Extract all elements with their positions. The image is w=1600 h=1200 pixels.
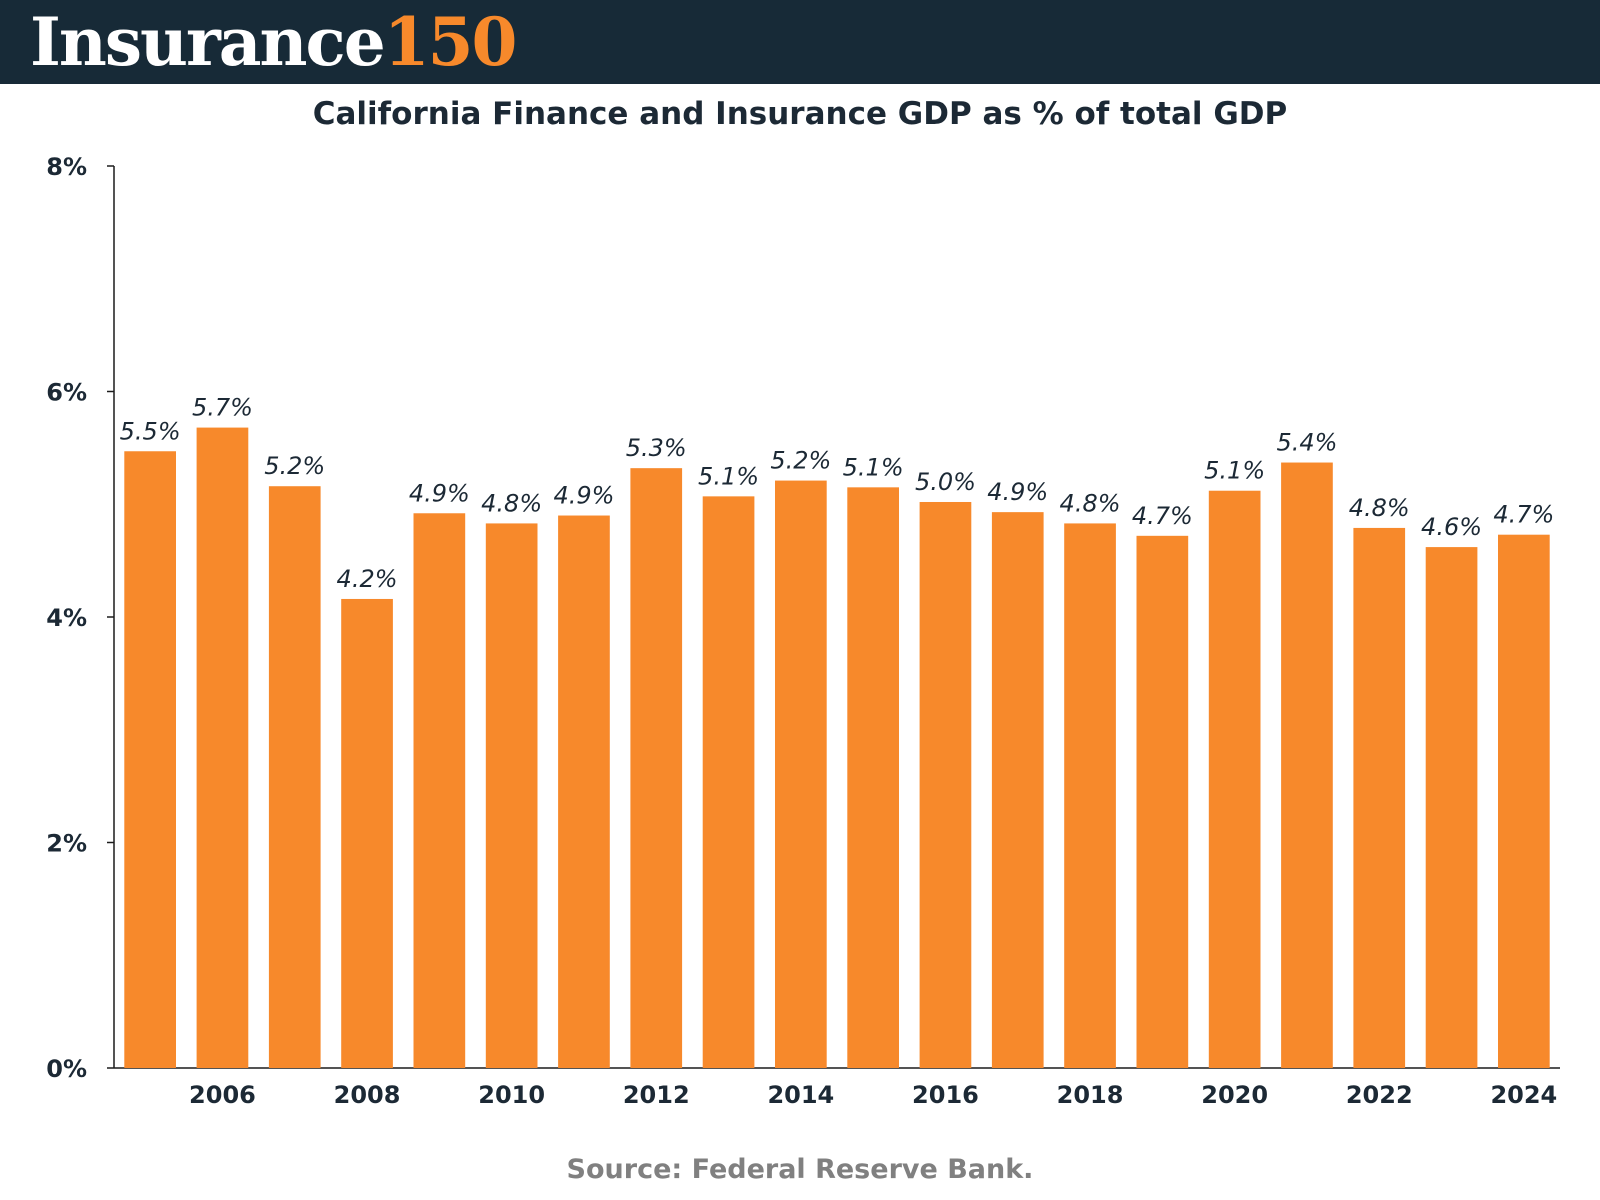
bar <box>558 515 610 1068</box>
bar <box>1425 547 1478 1068</box>
bar <box>1136 535 1189 1068</box>
bar <box>1064 523 1116 1068</box>
x-tick-label: 2010 <box>478 1081 545 1109</box>
data-label: 5.5% <box>120 417 181 445</box>
bar <box>124 451 176 1068</box>
data-label: 4.8% <box>1349 494 1410 522</box>
x-tick-label: 2006 <box>189 1081 256 1109</box>
bar <box>196 427 249 1069</box>
data-label: 4.9% <box>553 482 614 510</box>
brand-logo: Insurance150 <box>30 3 518 81</box>
data-label: 5.1% <box>698 462 759 490</box>
chart-title: California Finance and Insurance GDP as … <box>312 96 1288 132</box>
data-label: 5.7% <box>192 394 253 422</box>
header-bar: Insurance150 <box>0 0 1600 84</box>
y-tick-label: 0% <box>46 1055 87 1083</box>
data-label: 5.1% <box>1204 457 1265 485</box>
data-label: 4.7% <box>1132 502 1193 530</box>
data-label: 4.8% <box>481 489 542 517</box>
data-label: 5.2% <box>264 452 325 480</box>
data-label: 4.9% <box>409 479 470 507</box>
x-tick-label: 2020 <box>1201 1081 1268 1109</box>
bar <box>1498 534 1550 1068</box>
y-tick-label: 6% <box>46 379 87 407</box>
x-tick-label: 2022 <box>1346 1081 1413 1109</box>
data-label: 5.0% <box>915 468 976 496</box>
data-label: 4.6% <box>1421 513 1482 541</box>
y-tick-label: 4% <box>46 604 87 632</box>
data-label: 5.3% <box>626 434 687 462</box>
x-tick-label: 2008 <box>334 1081 401 1109</box>
bar <box>268 486 321 1069</box>
bar <box>413 513 466 1068</box>
bar <box>991 512 1044 1068</box>
data-label: 4.7% <box>1493 501 1554 529</box>
x-tick-label: 2012 <box>623 1081 690 1109</box>
logo-number: 150 <box>383 3 518 81</box>
bar <box>341 598 393 1068</box>
bar <box>1353 527 1406 1068</box>
data-label: 4.8% <box>1060 489 1121 517</box>
y-tick-label: 2% <box>46 830 87 858</box>
bar <box>919 501 972 1068</box>
x-tick-label: 2014 <box>767 1081 834 1109</box>
data-label: 5.4% <box>1276 429 1337 457</box>
data-label: 4.9% <box>987 478 1048 506</box>
x-tick-label: 2024 <box>1490 1081 1557 1109</box>
bar <box>1281 462 1333 1069</box>
data-label: 5.1% <box>843 453 904 481</box>
bar <box>775 480 827 1068</box>
bar <box>485 523 538 1068</box>
data-label: 4.2% <box>337 565 398 593</box>
bar <box>1208 490 1261 1069</box>
data-label: 5.2% <box>770 447 831 475</box>
logo-word: Insurance <box>30 3 386 81</box>
source-note: Source: Federal Reserve Bank. <box>566 1154 1034 1185</box>
y-tick-label: 8% <box>46 153 87 181</box>
bar <box>847 487 899 1068</box>
x-tick-label: 2016 <box>912 1081 979 1109</box>
bar <box>702 496 755 1068</box>
x-tick-label: 2018 <box>1057 1081 1124 1109</box>
bar <box>630 468 683 1068</box>
